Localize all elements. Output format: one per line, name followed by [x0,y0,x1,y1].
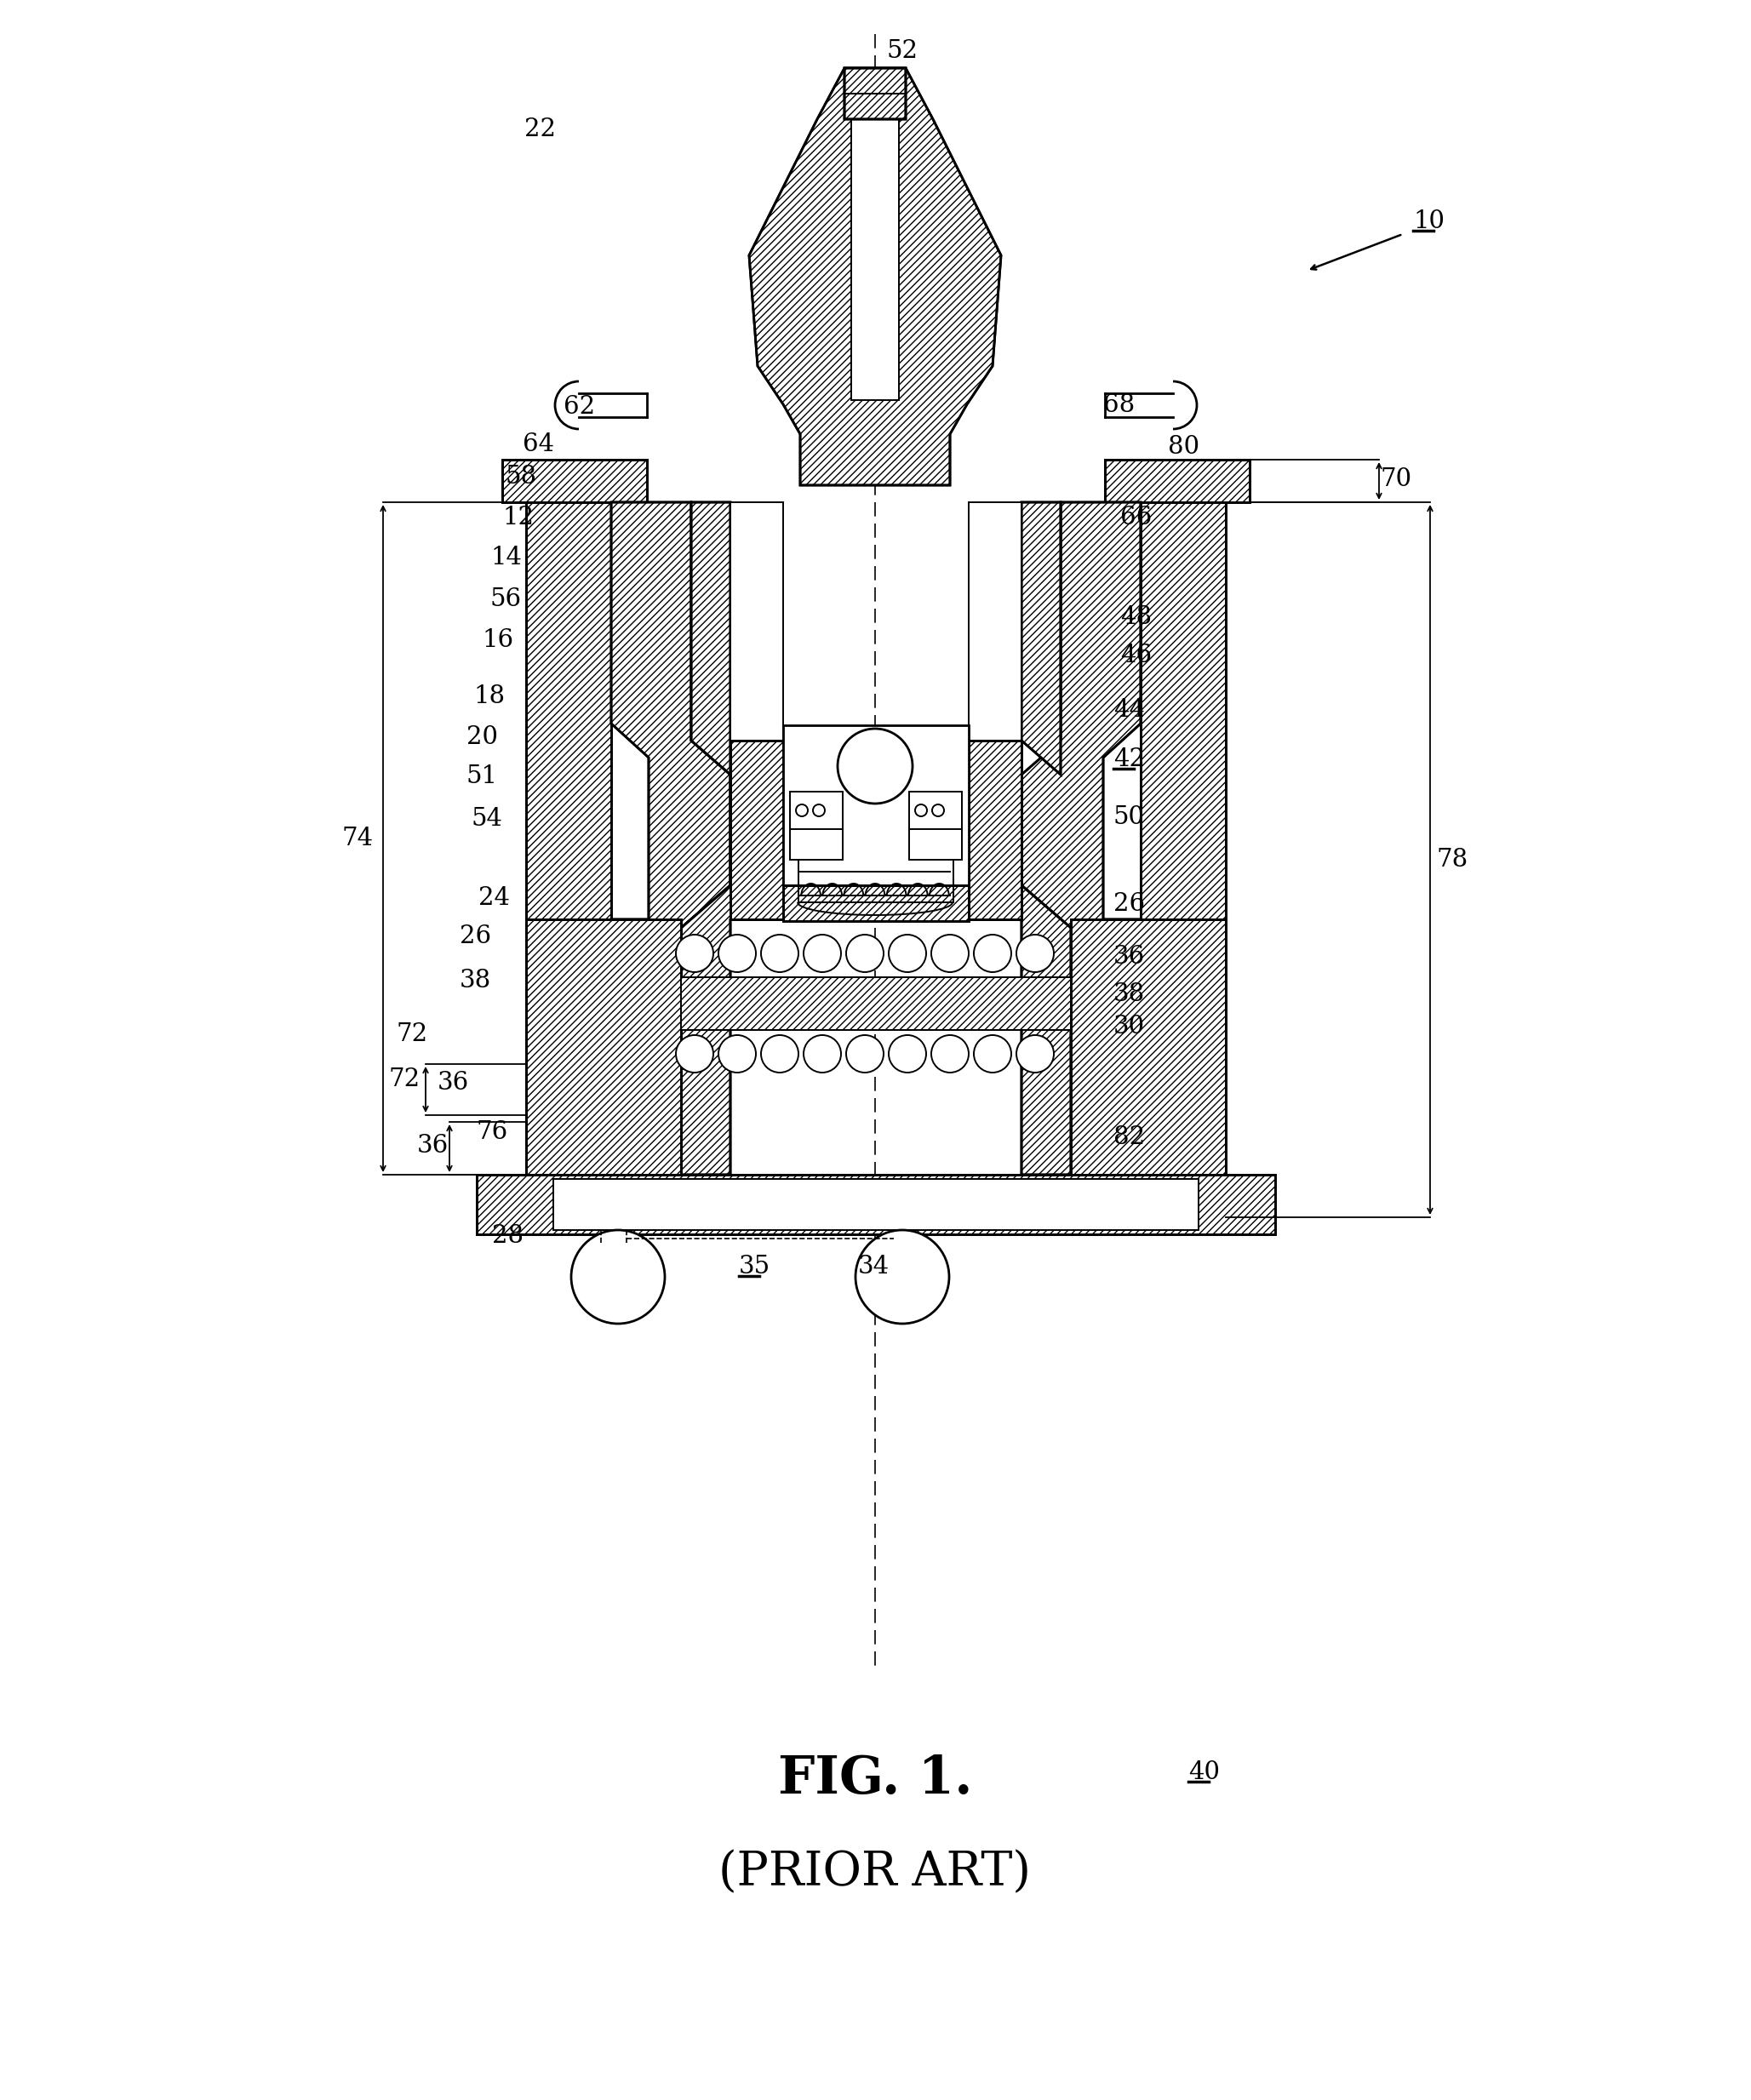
Text: FIG. 1.: FIG. 1. [777,1753,972,1804]
Text: 56: 56 [490,588,522,611]
Circle shape [916,804,926,817]
Text: 78: 78 [1436,848,1467,872]
Circle shape [890,1035,926,1073]
Polygon shape [730,502,783,741]
Polygon shape [681,920,1072,1174]
Polygon shape [1140,502,1226,1174]
Circle shape [1016,934,1054,972]
Text: 38: 38 [461,968,492,993]
Circle shape [676,934,713,972]
Text: 68: 68 [1103,393,1135,418]
Polygon shape [503,460,646,502]
Text: 36: 36 [1114,945,1145,968]
Polygon shape [790,792,842,859]
Text: 36: 36 [438,1071,469,1094]
Text: 12: 12 [503,506,534,529]
Text: 26: 26 [461,924,492,949]
Polygon shape [1021,502,1061,775]
Text: (PRIOR ART): (PRIOR ART) [720,1850,1031,1896]
Text: 10: 10 [1413,210,1445,233]
Polygon shape [525,920,681,1174]
Text: 16: 16 [482,628,513,651]
Circle shape [932,934,968,972]
Polygon shape [611,502,730,1174]
Polygon shape [681,976,1072,1029]
Text: 18: 18 [473,685,504,708]
Polygon shape [851,120,898,401]
Text: 28: 28 [492,1224,524,1247]
Polygon shape [692,502,730,775]
Text: 64: 64 [522,433,555,456]
Circle shape [812,804,825,817]
Circle shape [932,804,944,817]
Polygon shape [1105,460,1250,502]
Text: 20: 20 [466,724,497,750]
Text: 52: 52 [888,40,919,63]
Circle shape [890,934,926,972]
Text: 46: 46 [1121,643,1152,668]
Text: 72: 72 [396,1023,427,1046]
Polygon shape [476,1174,1275,1235]
Text: 51: 51 [466,764,497,788]
Circle shape [762,1035,798,1073]
Text: 36: 36 [417,1134,448,1157]
Circle shape [676,1035,713,1073]
Text: 62: 62 [564,395,595,418]
Circle shape [932,1035,968,1073]
Text: 74: 74 [341,827,373,851]
Text: 38: 38 [1114,983,1145,1006]
Circle shape [846,934,884,972]
Polygon shape [553,1178,1198,1231]
Polygon shape [730,741,783,920]
Text: 70: 70 [1380,468,1411,491]
Text: 66: 66 [1121,506,1152,529]
Text: 26: 26 [1114,892,1145,916]
Polygon shape [1072,920,1226,1174]
Circle shape [718,934,756,972]
Polygon shape [909,792,961,859]
Circle shape [974,934,1012,972]
Circle shape [804,1035,840,1073]
Text: 82: 82 [1114,1126,1145,1149]
Circle shape [797,804,807,817]
Text: 22: 22 [524,118,555,141]
Polygon shape [1021,502,1140,1174]
Circle shape [804,934,840,972]
Text: 40: 40 [1189,1760,1220,1785]
Polygon shape [783,886,968,922]
Circle shape [762,934,798,972]
Text: 14: 14 [490,546,522,569]
Text: 34: 34 [858,1254,890,1279]
Text: 54: 54 [471,806,503,832]
Circle shape [846,1035,884,1073]
Text: 72: 72 [389,1067,420,1092]
Text: 58: 58 [506,464,538,489]
Text: 76: 76 [476,1119,508,1144]
Circle shape [1016,1035,1054,1073]
Text: 48: 48 [1121,605,1152,630]
Text: 35: 35 [739,1254,770,1279]
Polygon shape [681,775,783,1174]
Text: 44: 44 [1114,697,1145,722]
Polygon shape [968,741,1021,920]
Text: 50: 50 [1114,804,1145,830]
Polygon shape [749,67,1002,485]
Circle shape [718,1035,756,1073]
Polygon shape [525,502,611,1174]
Text: 42: 42 [1114,748,1145,771]
FancyBboxPatch shape [844,67,905,120]
Text: 30: 30 [1114,1014,1145,1040]
Circle shape [571,1231,665,1323]
Polygon shape [783,724,968,922]
Polygon shape [968,502,1021,741]
Circle shape [974,1035,1012,1073]
Circle shape [837,729,912,804]
Text: 24: 24 [478,886,510,909]
Circle shape [856,1231,949,1323]
Text: 80: 80 [1168,435,1199,458]
Polygon shape [968,775,1072,1174]
